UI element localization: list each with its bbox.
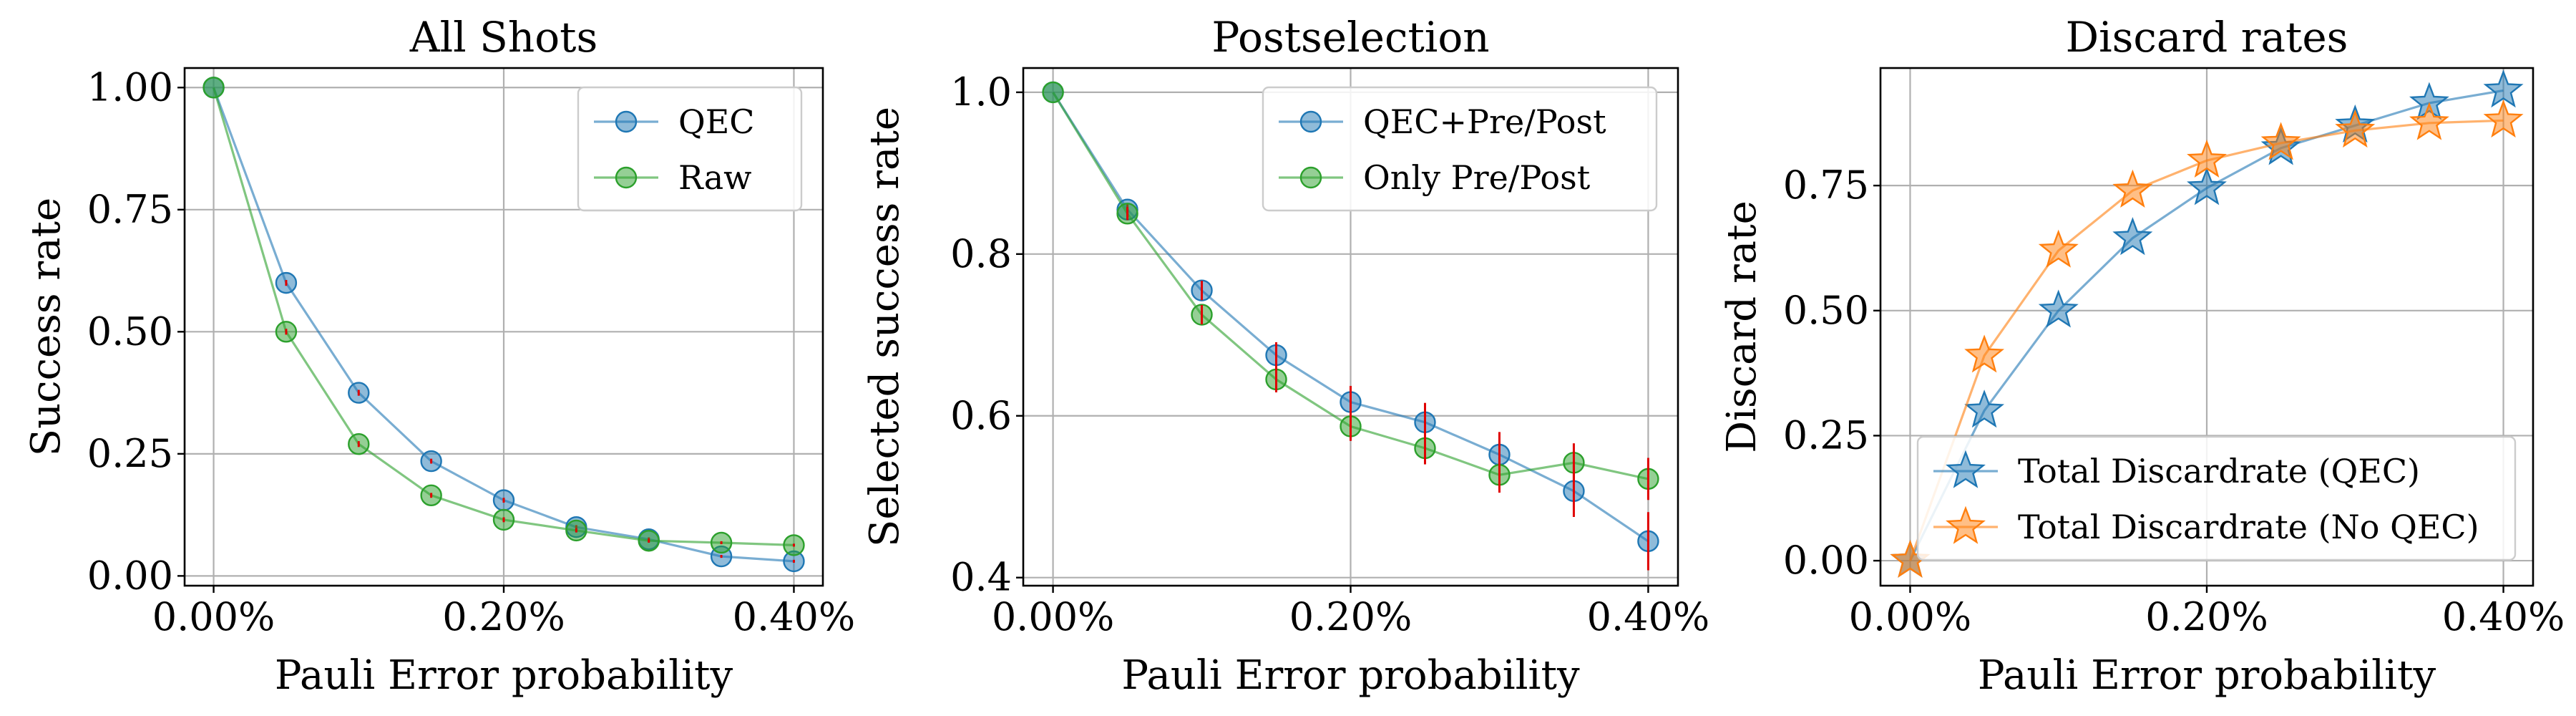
y-tick-label: 0.25	[1783, 412, 1869, 458]
y-tick-label: 0.00	[87, 553, 173, 598]
legend: QEC Raw	[577, 86, 803, 212]
data-point	[1964, 390, 2005, 428]
chart-title: All Shots	[409, 13, 598, 62]
y-tick-label: 0.6	[950, 393, 1012, 438]
legend-marker	[1299, 110, 1322, 133]
legend-marker	[1299, 166, 1322, 189]
x-axis-label: Pauli Error probability	[1978, 652, 2436, 699]
y-tick-label: 0.25	[87, 431, 173, 476]
x-tick-label: 0.00%	[152, 594, 275, 639]
data-point	[2038, 289, 2079, 328]
legend-marker	[615, 110, 638, 133]
data-point	[2260, 122, 2301, 160]
x-tick-label: 0.00%	[1849, 594, 1972, 639]
chart-panel-3: 0.00% 0.20% 0.40% 0.00 0.25 0.50 0.75 Discard r…	[1719, 13, 2565, 699]
legend-marker	[1946, 505, 1986, 544]
x-tick-label: 0.20%	[442, 594, 565, 639]
legend-label: Total Discardrate (QEC)	[2018, 452, 2420, 490]
series-2	[203, 77, 805, 556]
legend-marker	[1946, 450, 1986, 488]
legend-item: QEC	[594, 102, 755, 141]
x-tick-label: 0.20%	[1289, 594, 1413, 639]
y-tick-label: 0.8	[950, 231, 1012, 276]
y-tick-label: 1.0	[950, 69, 1012, 115]
y-tick-label: 0.75	[1783, 163, 1869, 208]
data-point	[2187, 167, 2227, 205]
y-tick-label: 0.4	[950, 555, 1012, 600]
data-point	[2038, 229, 2079, 268]
data-point	[203, 77, 225, 99]
y-axis-label: Success rate	[23, 198, 69, 456]
data-point	[2187, 139, 2227, 178]
chart-panel-1: 0.00% 0.20% 0.40% 0.00 0.25 0.50 0.75 1.00 All S…	[23, 13, 855, 699]
legend-label: Total Discardrate (No QEC)	[2018, 508, 2479, 546]
x-tick-label: 0.00%	[992, 594, 1115, 639]
legend-label: QEC	[678, 102, 755, 141]
data-point	[1042, 81, 1064, 104]
legend-item: QEC+Pre/Post	[1279, 102, 1606, 141]
series-1	[1890, 69, 2524, 578]
y-tick-label: 0.50	[1783, 288, 1869, 333]
y-axis-label: Selected success rate	[862, 107, 908, 547]
legend-item: Total Discardrate (QEC)	[1933, 450, 2420, 490]
x-tick-label: 0.40%	[2442, 594, 2565, 639]
series-2	[1042, 81, 1659, 500]
x-axis-label: Pauli Error probability	[1121, 652, 1580, 699]
legend-item: Total Discardrate (No QEC)	[1933, 505, 2479, 546]
legend-box	[1262, 86, 1658, 212]
legend-label: Only Pre/Post	[1363, 158, 1591, 197]
data-point	[2483, 99, 2524, 138]
legend-label: Raw	[678, 158, 752, 197]
data-point	[2483, 69, 2524, 108]
y-tick-label: 0.00	[1783, 538, 1869, 583]
data-point	[2409, 102, 2449, 140]
y-axis-label: Discard rate	[1719, 200, 1765, 453]
chart-title: Postselection	[1211, 13, 1489, 62]
data-point	[2335, 109, 2376, 148]
legend: Total Discardrate (QEC) Total Discardrate…	[1916, 435, 2517, 561]
data-point	[2112, 169, 2153, 208]
x-axis-label: Pauli Error probability	[275, 652, 733, 699]
legend-box	[1916, 435, 2517, 561]
legend-label: QEC+Pre/Post	[1363, 102, 1606, 141]
y-tick-label: 0.75	[87, 187, 173, 232]
x-tick-label: 0.40%	[1587, 594, 1710, 639]
data-point	[1964, 334, 2005, 373]
x-tick-label: 0.40%	[733, 594, 856, 639]
y-tick-label: 1.00	[87, 64, 173, 110]
chart-title: Discard rates	[2066, 13, 2348, 62]
series-2	[1890, 99, 2524, 578]
legend-item: Only Pre/Post	[1279, 158, 1591, 197]
y-tick-label: 0.50	[87, 309, 173, 354]
legend-item: Raw	[594, 158, 752, 197]
legend-marker	[615, 166, 638, 189]
x-tick-label: 0.20%	[2145, 594, 2268, 639]
legend: QEC+Pre/Post Only Pre/Post	[1262, 86, 1658, 212]
chart-panel-2: 0.00% 0.20% 0.40% 0.4 0.6 0.8 1.0 Postselection…	[862, 13, 1709, 699]
data-point	[2112, 217, 2153, 256]
